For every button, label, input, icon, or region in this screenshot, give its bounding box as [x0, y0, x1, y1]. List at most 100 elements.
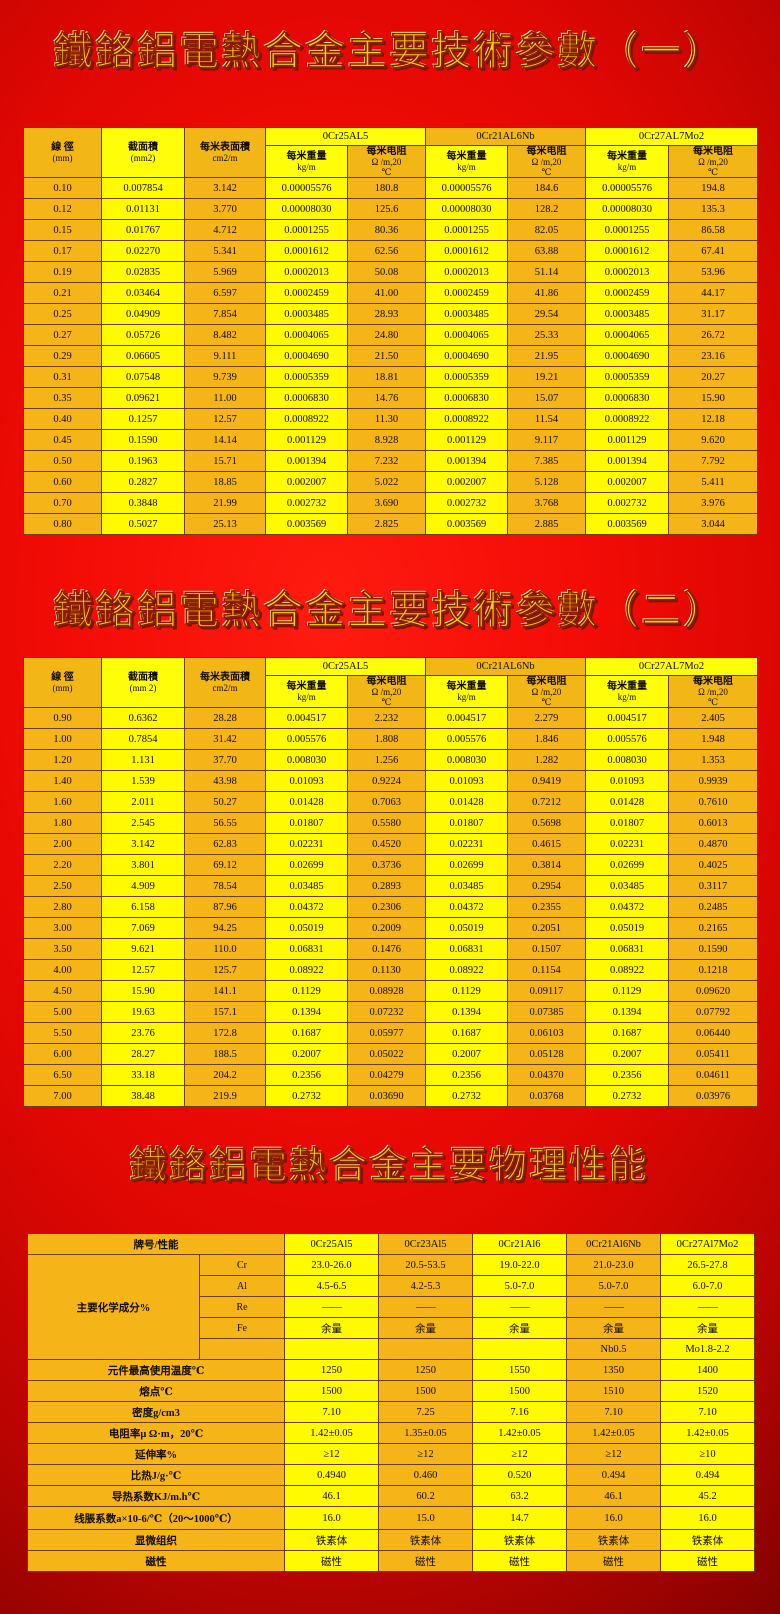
table-cell: 0.2893 [347, 875, 426, 898]
table-cell: 0.2007 [425, 1043, 508, 1066]
property-label: 延伸率% [26, 1443, 286, 1465]
table-cell: 62.83 [184, 833, 266, 856]
table-cell: 5.411 [668, 471, 758, 494]
table-cell: 4.00 [23, 959, 102, 982]
phys-property-row: 比热J/g·℃ 0.4940 0.460 0.520 0.494 0.494 [26, 1464, 756, 1486]
chem-value-cell: 23.0-26.0 [284, 1254, 380, 1276]
table-row: 0.10 0.007854 3.142 0.00005576 180.8 0.000055… [23, 177, 758, 200]
table-cell: 3.50 [23, 938, 102, 961]
table-cell: 0.00005576 [265, 177, 348, 200]
property-value-cell: ≥10 [660, 1443, 756, 1465]
table-cell: 0.06831 [585, 938, 669, 961]
table-cell: 0.09620 [668, 980, 758, 1003]
table-cell: 0.04372 [265, 896, 348, 919]
table-cell: 7.00 [23, 1085, 102, 1108]
table-cell: 0.01807 [265, 812, 348, 835]
table-cell: 50.27 [184, 791, 266, 814]
table-cell: 0.004517 [265, 707, 348, 730]
table-row: 1.00 0.7854 31.42 0.005576 1.808 0.005576 1.84… [23, 728, 758, 751]
table-cell: 0.0002459 [265, 282, 348, 305]
table-cell: 5.969 [184, 261, 266, 284]
table-cell: 0.07548 [101, 366, 185, 389]
table-cell: 0.01807 [585, 812, 669, 835]
table-cell: 44.17 [668, 282, 758, 305]
table-cell: 20.27 [668, 366, 758, 389]
table-cell: 0.02231 [425, 833, 508, 856]
table-cell: 2.00 [23, 833, 102, 856]
table-cell: 0.2007 [265, 1043, 348, 1066]
phys-alloy-header: 0Cr27Al7Mo2 [660, 1233, 756, 1255]
table-cell: 0.04372 [425, 896, 508, 919]
property-value-cell: 46.1 [566, 1485, 662, 1507]
table-cell: 43.98 [184, 770, 266, 793]
table-cell: 0.29 [23, 345, 102, 368]
property-value-cell: 铁素体 [472, 1529, 568, 1551]
table-cell: 0.1476 [347, 938, 426, 961]
table-cell: 0.005576 [585, 728, 669, 751]
table-row: 2.50 4.909 78.54 0.03485 0.2893 0.03485 0.2954… [23, 875, 758, 898]
table-cell: 0.05019 [425, 917, 508, 940]
alloy-group-0Cr25AL5: 0Cr25AL5 [265, 127, 426, 146]
phys-property-row: 导热系数KJ/m.h℃ 46.1 60.2 63.2 46.1 45.2 [26, 1485, 756, 1507]
table-cell: 1.948 [668, 728, 758, 751]
table-cell: 0.06605 [101, 345, 185, 368]
table-cell: 11.54 [507, 408, 586, 431]
table-row: 2.20 3.801 69.12 0.02699 0.3736 0.02699 0.3814… [23, 854, 758, 877]
chem-value-cell: 余量 [660, 1317, 756, 1339]
property-label: 显微组织 [26, 1529, 286, 1551]
table-cell: 0.05726 [101, 324, 185, 347]
table-cell: 0.001129 [425, 429, 508, 452]
property-value-cell: 7.10 [660, 1401, 756, 1423]
table-cell: 0.2165 [668, 917, 758, 940]
chem-value-cell: 6.0-7.0 [660, 1275, 756, 1297]
table-cell: 0.01428 [585, 791, 669, 814]
chem-value-cell: —— [472, 1296, 568, 1318]
table-cell: 31.17 [668, 303, 758, 326]
table-cell: 0.0002013 [425, 261, 508, 284]
table-cell: 86.58 [668, 219, 758, 242]
table-cell: 2.011 [101, 791, 185, 814]
table-row: 1.80 2.545 56.55 0.01807 0.5580 0.01807 0.5698… [23, 812, 758, 835]
alloy-group-0Cr27AL7Mo2: 0Cr27AL7Mo2 [585, 657, 758, 676]
property-value-cell: 1510 [566, 1380, 662, 1402]
table-cell: 0.0006830 [585, 387, 669, 410]
table-cell: 0.02699 [425, 854, 508, 877]
table-cell: 0.05022 [347, 1043, 426, 1066]
table-cell: 0.0004690 [585, 345, 669, 368]
chem-value-cell: —— [566, 1296, 662, 1318]
table-cell: 0.17 [23, 240, 102, 263]
table-row: 0.19 0.02835 5.969 0.0002013 50.08 0.0002013 5… [23, 261, 758, 284]
table-row: 6.00 28.27 188.5 0.2007 0.05022 0.2007 0.05128… [23, 1043, 758, 1066]
table-cell: 0.4870 [668, 833, 758, 856]
property-value-cell: 1520 [660, 1380, 756, 1402]
table-cell: 125.7 [184, 959, 266, 982]
table-cell: 1.808 [347, 728, 426, 751]
phys-alloy-header: 0Cr21Al6Nb [566, 1233, 662, 1255]
table-row: 0.15 0.01767 4.712 0.0001255 80.36 0.0001255 8… [23, 219, 758, 242]
table-cell: 0.2827 [101, 471, 185, 494]
table-cell: 25.13 [184, 513, 266, 536]
table-body-2: 0.90 0.6362 28.28 0.004517 2.232 0.004517 2.27… [23, 707, 758, 1108]
table-cell: 0.005576 [265, 728, 348, 751]
table-row: 0.80 0.5027 25.13 0.003569 2.825 0.003569 2.88… [23, 513, 758, 536]
table-cell: 0.05128 [507, 1043, 586, 1066]
table-cell: 0.0005359 [585, 366, 669, 389]
table-cell: 157.1 [184, 1001, 266, 1024]
table-cell: 0.05411 [668, 1043, 758, 1066]
table-cell: 188.5 [184, 1043, 266, 1066]
chem-element-label [198, 1338, 286, 1360]
chem-value-cell: 20.5-53.5 [378, 1254, 474, 1276]
table-cell: 0.70 [23, 492, 102, 515]
table-cell: 0.001394 [265, 450, 348, 473]
table-cell: 0.3814 [507, 854, 586, 877]
physical-properties-table: 牌号/性能 0Cr25Al5 0Cr23Al5 0Cr21Al6 0Cr21Al6Nb 0… [26, 1233, 756, 1572]
table-cell: 0.07232 [347, 1001, 426, 1024]
phys-header-row: 牌号/性能 0Cr25Al5 0Cr23Al5 0Cr21Al6 0Cr21Al6Nb 0… [26, 1233, 756, 1255]
table-cell: 0.004517 [585, 707, 669, 730]
table-cell: 15.90 [668, 387, 758, 410]
property-value-cell: 7.25 [378, 1401, 474, 1423]
table-cell: 0.2355 [507, 896, 586, 919]
property-value-cell: 0.4940 [284, 1464, 380, 1486]
table-row: 4.50 15.90 141.1 0.1129 0.08928 0.1129 0.09117… [23, 980, 758, 1003]
phys-alloy-header: 0Cr25Al5 [284, 1233, 380, 1255]
